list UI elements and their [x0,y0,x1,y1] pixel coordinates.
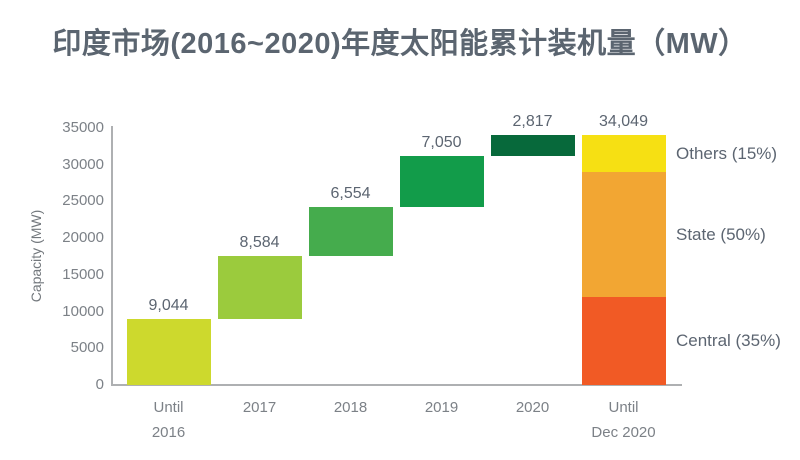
y-axis-tick-label: 25000 [62,192,104,210]
y-axis-tick-label: 35000 [62,119,104,136]
y-axis-tick-label: 0 [95,376,104,393]
waterfall-bar [308,207,393,256]
bar-value-label: 7,050 [421,133,462,151]
y-axis-tick-label: 10000 [62,302,104,320]
segment-annotation: Others (15%) [676,143,778,163]
waterfall-bar [126,318,211,385]
segment-annotation: Central (35%) [676,331,781,351]
chart-title: 印度市场(2016~2020)年度太阳能累计装机量（MW） [52,28,748,60]
bar-value-label: 6,554 [330,185,371,203]
x-axis-tick-label: Until Dec 2020 [591,399,656,441]
bar-value-label: 9,044 [148,296,189,314]
x-axis-tick-label: 2017 [242,399,277,416]
x-axis-line [111,384,682,386]
waterfall-bar [399,155,484,208]
y-axis-tick-label: 15000 [62,265,104,283]
segment-annotation: State (50%) [676,224,766,244]
y-axis-line [111,126,113,386]
x-axis-tick-label: 2019 [424,399,459,416]
x-axis-tick-label: 2020 [515,399,550,416]
stacked-bar-segment [581,297,666,385]
x-axis-tick-label: 2018 [333,399,368,416]
waterfall-bar [490,134,575,156]
x-axis-tick-label: Until 2016 [151,399,186,441]
waterfall-bar [217,255,302,319]
bar-value-label: 8,584 [239,233,280,251]
y-axis-tick-label: 20000 [62,229,104,247]
y-axis-tick-label: 30000 [62,155,104,173]
bar-value-label: 34,049 [599,112,648,130]
stacked-bar-segment [581,172,666,298]
stacked-bar-segment [581,134,666,173]
y-axis-tick-label: 5000 [70,339,104,357]
bar-value-label: 2,817 [512,112,553,130]
